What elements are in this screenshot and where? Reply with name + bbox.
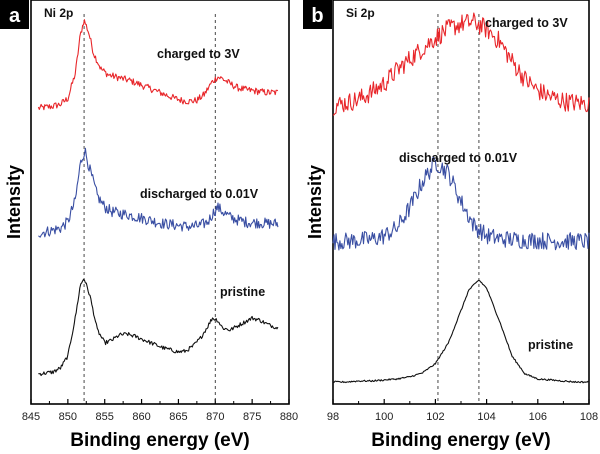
x-tick-label: 875 [243, 411, 261, 423]
x-tick-label: 100 [375, 411, 393, 423]
panel-b: 98 100 102 104 106 108 Binding energy (eV) Inte… [303, 0, 598, 451]
x-tick-label: 98 [327, 411, 339, 423]
x-tick-label: 860 [132, 411, 150, 423]
series-label: pristine [528, 338, 573, 352]
x-tick-label: 855 [96, 411, 114, 423]
x-tick-label: 865 [169, 411, 187, 423]
series-line-charged-to-3v [332, 12, 590, 116]
panel-badge [0, 0, 29, 29]
series-line-charged-to-3v [37, 19, 279, 111]
y-axis-title: Intensity [4, 165, 24, 239]
x-tick-label: 102 [426, 411, 444, 423]
panel-badge-letter: a [9, 5, 21, 27]
x-tick-label: 104 [477, 411, 495, 423]
series-line-discharged-to-0-01v [332, 156, 590, 251]
panel-badge [303, 0, 332, 29]
x-axis-title: Binding energy (eV) [371, 430, 550, 451]
panel-title: Si 2p [346, 6, 375, 20]
x-tick-label: 106 [529, 411, 547, 423]
series-label: charged to 3V [485, 16, 568, 30]
x-tick-label: 845 [22, 411, 40, 423]
x-tick-label: 108 [580, 411, 598, 423]
y-axis-title: Intensity [305, 165, 325, 239]
series-label: pristine [220, 285, 265, 299]
series-line-discharged-to-0-01v [38, 147, 279, 238]
series-line-pristine [38, 278, 279, 377]
panel-title: Ni 2p [44, 6, 73, 20]
panel-badge-letter: b [311, 5, 323, 27]
series-label: discharged to 0.01V [140, 187, 259, 201]
series-label: charged to 3V [157, 47, 240, 61]
x-tick-label: 870 [206, 411, 224, 423]
x-tick-label: 880 [280, 411, 298, 423]
series-line-pristine [332, 279, 590, 384]
panel-a: 845 850 855 860 865 870 875 880 Binding energy (… [0, 0, 298, 451]
series-label: discharged to 0.01V [399, 151, 518, 165]
x-tick-label: 850 [59, 411, 77, 423]
x-axis-title: Binding energy (eV) [70, 430, 249, 451]
